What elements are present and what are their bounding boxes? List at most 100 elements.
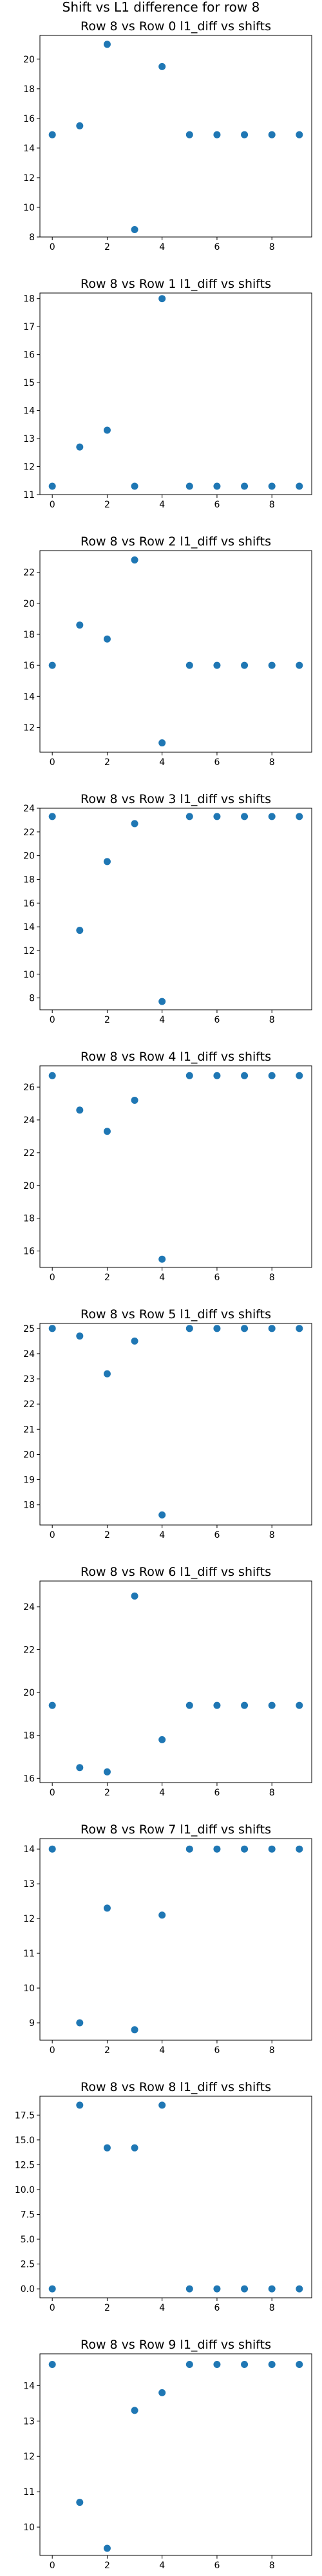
y-tick-label: 13 bbox=[23, 434, 35, 444]
y-tick-label: 12 bbox=[23, 173, 35, 184]
data-point bbox=[268, 1072, 276, 1079]
y-tick-label: 8 bbox=[29, 994, 35, 1004]
data-point bbox=[76, 122, 84, 129]
x-tick-label: 6 bbox=[214, 1273, 220, 1283]
y-tick-label: 22 bbox=[23, 1645, 35, 1656]
data-point bbox=[131, 2144, 138, 2152]
subplot: Row 8 vs Row 9 l1_diff vs shifts 0 2 4 6 8 10 1… bbox=[23, 2338, 312, 2571]
x-tick-label: 4 bbox=[159, 2303, 165, 2313]
data-point bbox=[241, 813, 249, 820]
data-point bbox=[158, 1511, 166, 1519]
data-point bbox=[296, 1072, 303, 1079]
x-tick-label: 6 bbox=[214, 2561, 220, 2571]
y-tick-label: 18 bbox=[23, 294, 35, 305]
data-point bbox=[241, 1701, 249, 1709]
data-point bbox=[103, 1370, 111, 1378]
data-point bbox=[131, 1096, 138, 1104]
data-point bbox=[241, 661, 249, 669]
y-tick-label: 17 bbox=[23, 322, 35, 332]
data-point bbox=[158, 998, 166, 1005]
plot-frame bbox=[39, 1323, 312, 1526]
y-tick-label: 5.0 bbox=[21, 2235, 35, 2245]
subplot-title: Row 8 vs Row 9 l1_diff vs shifts bbox=[80, 2338, 271, 2352]
x-tick-label: 2 bbox=[104, 2045, 110, 2056]
plot-frame bbox=[39, 1580, 312, 1783]
data-point bbox=[158, 739, 166, 747]
data-point bbox=[268, 1701, 276, 1709]
data-point bbox=[185, 2285, 193, 2293]
data-point bbox=[131, 820, 138, 828]
x-tick-label: 2 bbox=[104, 2303, 110, 2313]
data-point bbox=[158, 295, 166, 303]
y-tick-label: 18 bbox=[23, 630, 35, 640]
data-point bbox=[76, 927, 84, 934]
x-tick-label: 0 bbox=[50, 757, 55, 768]
x-tick-label: 6 bbox=[214, 242, 220, 252]
x-tick-label: 0 bbox=[50, 1015, 55, 1025]
data-point bbox=[158, 2389, 166, 2396]
x-tick-label: 6 bbox=[214, 1530, 220, 1540]
x-tick-label: 2 bbox=[104, 500, 110, 510]
y-tick-label: 20 bbox=[23, 1688, 35, 1698]
x-tick-label: 0 bbox=[50, 242, 55, 252]
data-point bbox=[103, 2544, 111, 2552]
data-point bbox=[185, 661, 193, 669]
y-tick-label: 20 bbox=[23, 1450, 35, 1460]
x-tick-label: 8 bbox=[269, 242, 275, 252]
x-tick-label: 4 bbox=[159, 757, 165, 768]
y-tick-label: 12 bbox=[23, 2452, 35, 2462]
data-point bbox=[48, 1845, 56, 1853]
data-point bbox=[241, 131, 249, 138]
y-tick-label: 12 bbox=[23, 946, 35, 956]
data-point bbox=[296, 1845, 303, 1853]
data-point bbox=[296, 661, 303, 669]
y-tick-label: 12.5 bbox=[15, 2160, 35, 2170]
data-point bbox=[213, 1072, 221, 1079]
y-tick-label: 26 bbox=[23, 1083, 35, 1093]
y-tick-label: 9 bbox=[29, 2018, 35, 2029]
data-point bbox=[213, 1325, 221, 1332]
data-point bbox=[131, 2026, 138, 2034]
x-tick-label: 2 bbox=[104, 1530, 110, 1540]
y-tick-label: 18 bbox=[23, 875, 35, 885]
data-point bbox=[185, 482, 193, 490]
y-tick-label: 10 bbox=[23, 970, 35, 980]
data-point bbox=[48, 661, 56, 669]
x-tick-label: 0 bbox=[50, 2303, 55, 2313]
data-point bbox=[76, 1106, 84, 1114]
y-tick-label: 7.5 bbox=[21, 2210, 35, 2220]
y-tick-label: 14 bbox=[23, 692, 35, 702]
x-tick-label: 8 bbox=[269, 1530, 275, 1540]
y-tick-label: 10 bbox=[23, 1984, 35, 1994]
x-tick-label: 2 bbox=[104, 757, 110, 768]
data-point bbox=[213, 2285, 221, 2293]
data-point bbox=[48, 1325, 56, 1332]
plot-frame bbox=[39, 2353, 312, 2556]
data-point bbox=[241, 2285, 249, 2293]
data-point bbox=[296, 2285, 303, 2293]
x-tick-label: 6 bbox=[214, 1015, 220, 1025]
data-point bbox=[76, 621, 84, 629]
plot-frame bbox=[39, 35, 312, 238]
y-tick-label: 16 bbox=[23, 1247, 35, 1257]
data-point bbox=[103, 1768, 111, 1776]
data-point bbox=[185, 1325, 193, 1332]
data-point bbox=[158, 2101, 166, 2109]
x-tick-label: 8 bbox=[269, 1015, 275, 1025]
data-point bbox=[158, 1736, 166, 1743]
data-point bbox=[213, 131, 221, 138]
y-tick-label: 12 bbox=[23, 462, 35, 473]
data-point bbox=[241, 1845, 249, 1853]
y-tick-label: 12 bbox=[23, 1914, 35, 1924]
data-point bbox=[268, 482, 276, 490]
y-tick-label: 21 bbox=[23, 1425, 35, 1435]
subplot: Row 8 vs Row 8 l1_diff vs shifts 0 2 4 6 8 0.0… bbox=[15, 2080, 312, 2313]
y-tick-label: 2.5 bbox=[21, 2260, 35, 2270]
y-tick-label: 17.5 bbox=[15, 2110, 35, 2121]
data-point bbox=[103, 1128, 111, 1135]
x-tick-label: 2 bbox=[104, 1015, 110, 1025]
y-tick-label: 14 bbox=[23, 1844, 35, 1855]
